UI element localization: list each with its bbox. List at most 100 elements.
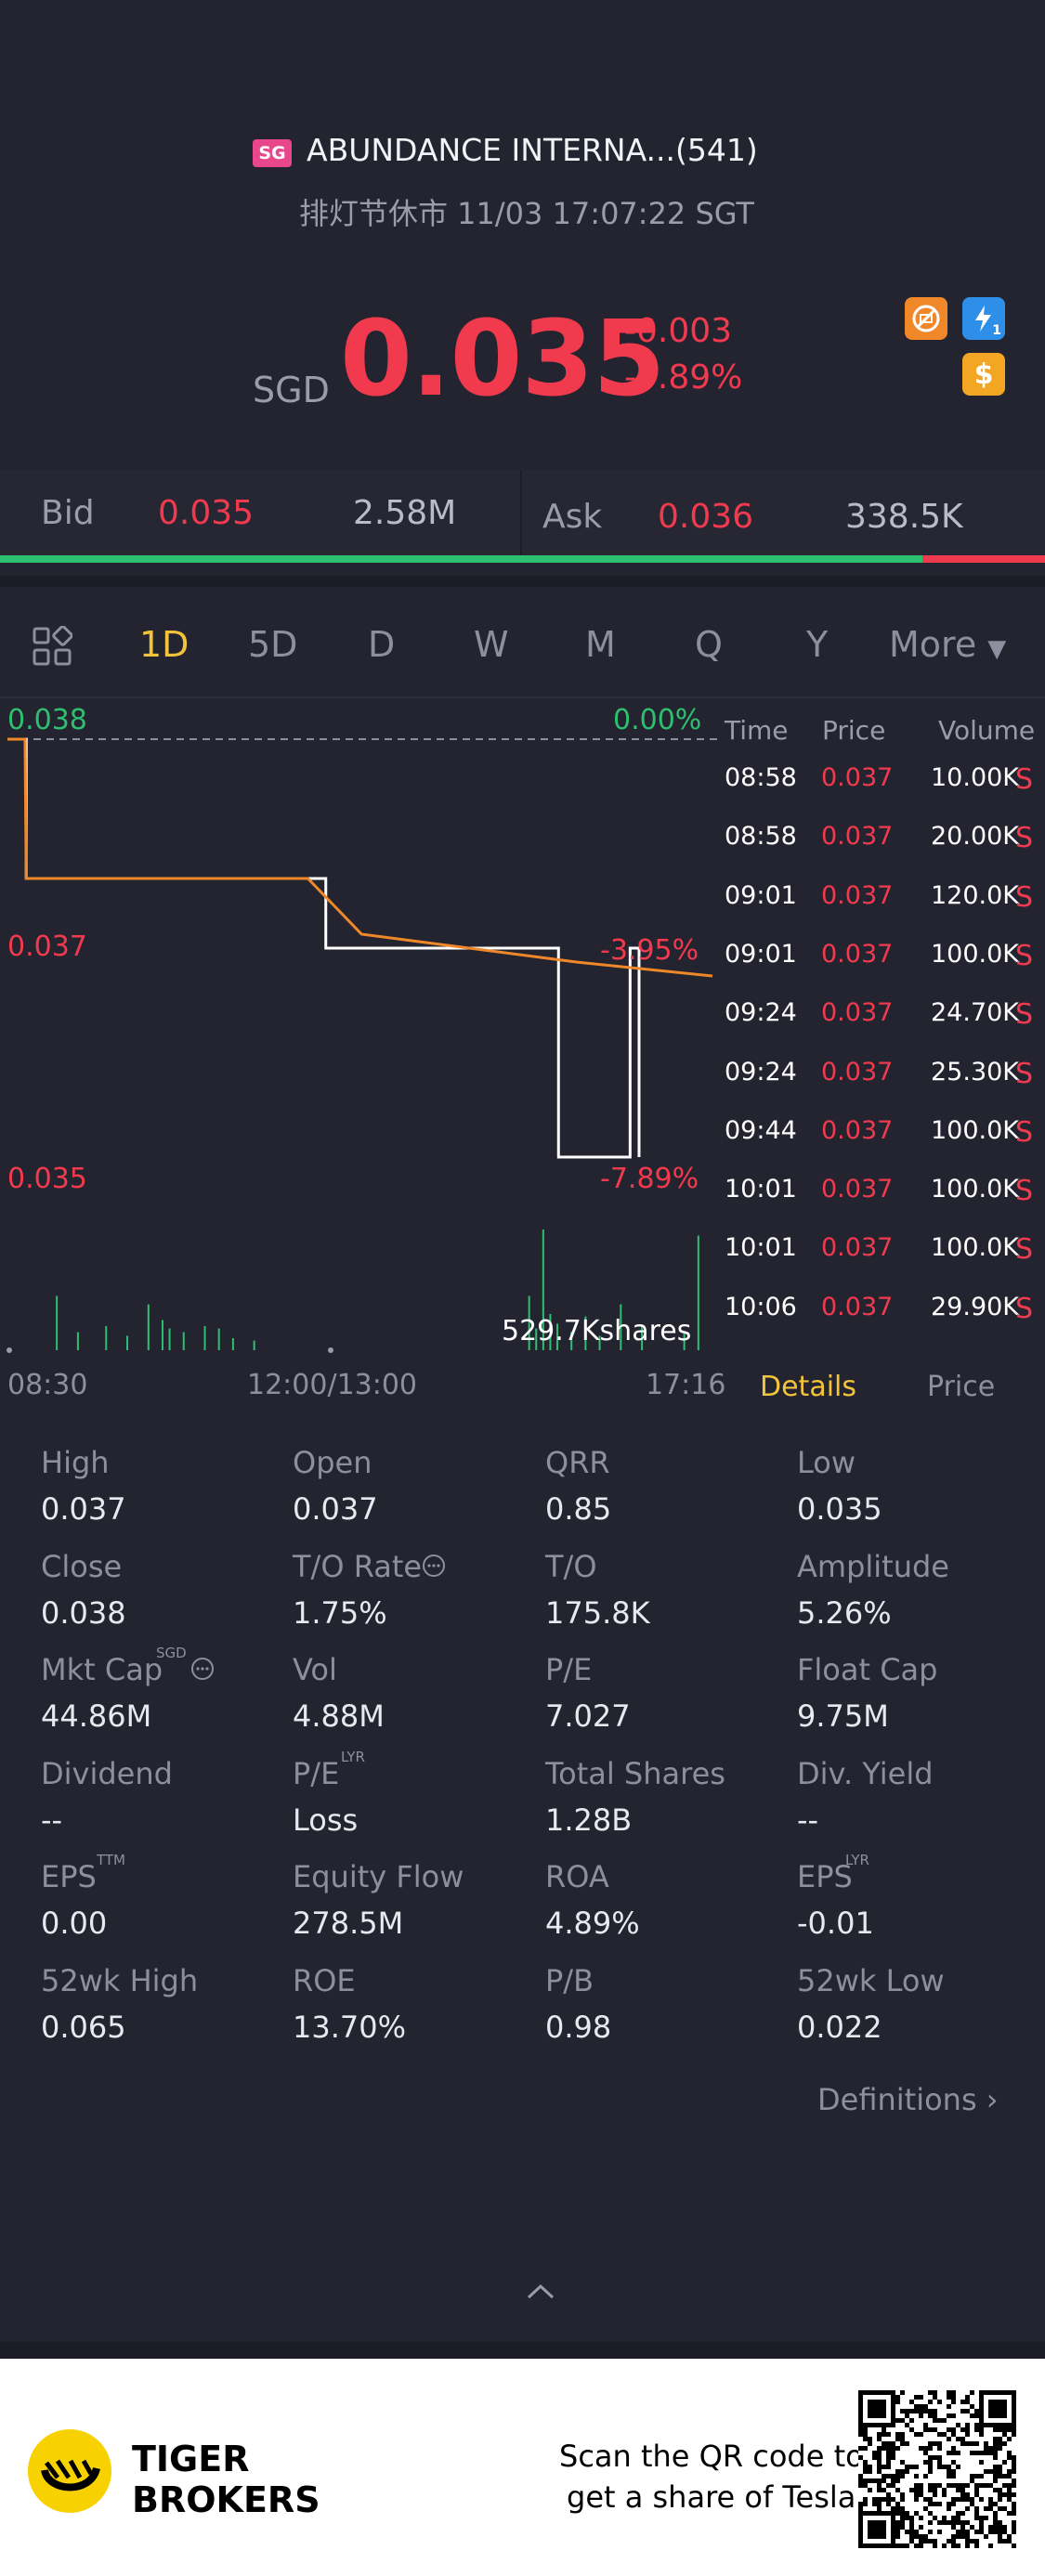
pct-label-mid: -3.95% [600,934,699,967]
tick-volume: 120.0K [931,880,1020,910]
tab-w[interactable]: W [474,624,509,665]
level1-icon[interactable]: 1 [962,297,1005,340]
dollar-symbol: $ [973,358,994,391]
stat-value: 0.85 [545,1491,612,1527]
stat-value: 44.86M [41,1698,152,1734]
x-label-mid: 12:00/13:00 [247,1369,418,1401]
tab-q[interactable]: Q [695,624,723,665]
tick-volume: 25.30K [931,1057,1020,1086]
tick-row: 10:06 0.037 29.90K S [723,1293,1045,1351]
tick-time: 10:06 [725,1292,797,1321]
tick-time: 08:58 [725,763,797,792]
tick-price: 0.037 [821,1057,894,1086]
stat-value: Loss [293,1802,359,1838]
tick-volume: 10.00K [931,763,1020,792]
stat-label: T/O Rate [293,1548,423,1584]
divider [0,696,1045,698]
avg-price-line [7,737,713,978]
brand-line2: BROKERS [132,2479,320,2520]
no-short-icon[interactable] [905,297,947,340]
tab-d[interactable]: D [368,624,396,665]
definitions-link[interactable]: Definitions › [817,2082,999,2117]
stat-value: 175.8K [545,1594,650,1631]
tick-time: 09:01 [725,939,797,969]
x-label-start: 08:30 [7,1369,88,1401]
tick-time: 09:24 [725,1057,797,1086]
stat-label: High [41,1445,110,1480]
stat-value: 0.98 [545,2009,612,2045]
stat-value: 5.26% [797,1594,892,1631]
tick-price: 0.037 [821,763,894,792]
tab-y[interactable]: Y [806,624,829,665]
tick-time: 09:01 [725,880,797,910]
tab-details[interactable]: Details [760,1371,857,1403]
chevron-down-icon: ▼ [987,635,1007,663]
tick-side: S [1015,763,1034,796]
chevron-up-icon[interactable] [525,2283,556,2305]
tick-price: 0.037 [821,1233,894,1263]
info-icon[interactable] [189,1656,216,1685]
qr-code[interactable] [858,2390,1016,2548]
stat-value: -- [797,1802,819,1838]
tick-time: 10:01 [725,1233,797,1263]
stat-value: 0.065 [41,2009,126,2045]
volume-label: 529.7Kshares [502,1315,692,1347]
stat-label: Close [41,1548,123,1584]
tab-price[interactable]: Price [927,1371,996,1403]
baseline-dot [328,1347,333,1353]
tick-volume: 100.0K [931,1233,1020,1263]
tick-time: 10:01 [725,1175,797,1204]
tick-time: 09:24 [725,998,797,1028]
stat-value: 0.038 [41,1594,126,1631]
ask-ratio-bar [922,555,1045,563]
stat-value: -- [41,1802,63,1838]
stat-label: EPS [41,1859,97,1894]
stat-label: EPS [797,1859,853,1894]
tiger-logo-icon [26,2427,113,2518]
stat-label: ROE [293,1962,356,1998]
stat-value: 278.5M [293,1906,404,1941]
price-line [7,737,641,1159]
stat-value: 13.70% [293,2009,407,2045]
chevron-right-icon: › [986,2082,999,2117]
grid-icon[interactable] [32,625,73,670]
pct-label-bottom: -7.89% [600,1163,699,1195]
footer-separator [0,2342,1045,2359]
tick-price: 0.037 [821,1292,894,1321]
tick-row: 09:01 0.037 100.0K S [723,940,1045,998]
stat-value: 0.022 [797,2009,882,2045]
stat-value: 9.75M [797,1698,889,1734]
tick-side: S [1015,822,1034,855]
stat-label: Div. Yield [797,1755,934,1791]
stat-value: 0.00 [41,1906,108,1941]
timeframe-tabs: 1D 5D D W M Q Y More ▼ [0,576,1045,696]
stat-label: Vol [293,1652,337,1687]
definitions-label: Definitions [817,2082,977,2117]
tick-volume: 100.0K [931,1115,1020,1145]
stat-label: ROA [545,1859,609,1894]
price-chart[interactable] [0,706,725,1356]
market-badge: SG [253,139,292,167]
stat-label: QRR [545,1445,610,1480]
tick-price: 0.037 [821,939,894,969]
tick-row: 09:24 0.037 25.30K S [723,1058,1045,1116]
tab-more-label: More [889,624,977,665]
tick-time: 09:44 [725,1115,797,1145]
dollar-icon[interactable]: $ [962,353,1005,396]
promo-footer: TIGER BROKERS Scan the QR code to get a … [0,2359,1045,2576]
tab-m[interactable]: M [585,624,616,665]
stat-value: 4.88M [293,1698,385,1734]
info-icon[interactable] [421,1553,447,1582]
tick-volume: 100.0K [931,1175,1020,1204]
ask-price: 0.036 [658,498,754,536]
tick-row: 10:01 0.037 100.0K S [723,1233,1045,1292]
tick-row: 08:58 0.037 20.00K S [723,822,1045,880]
stat-value: 0.037 [41,1491,126,1527]
stat-label: Mkt Cap [41,1652,163,1687]
tab-1d[interactable]: 1D [139,624,189,665]
stat-label: Amplitude [797,1548,949,1584]
tab-more[interactable]: More ▼ [889,624,1006,665]
stat-superscript: SGD [156,1645,187,1661]
tab-5d[interactable]: 5D [248,624,298,665]
stat-value: -0.01 [797,1906,874,1941]
